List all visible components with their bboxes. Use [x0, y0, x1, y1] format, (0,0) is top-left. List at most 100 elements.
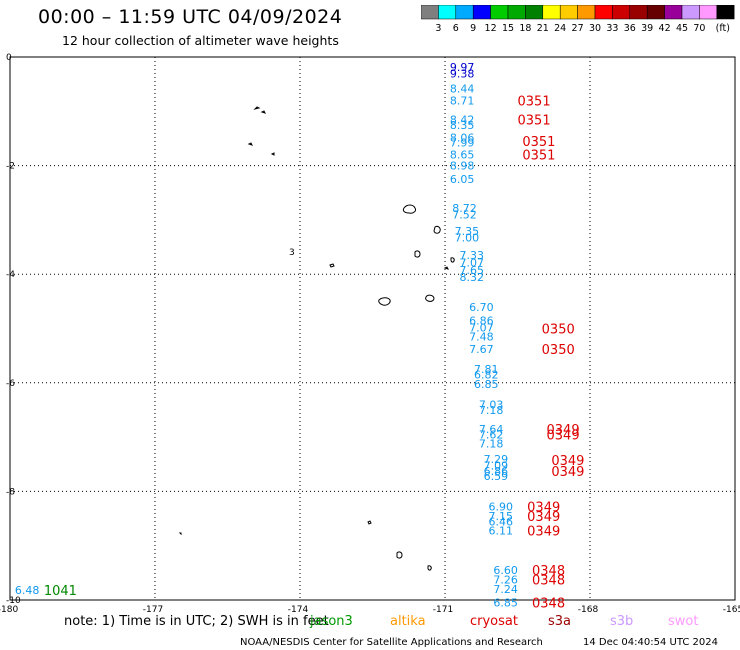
satellite-legend-s3b: s3b: [610, 614, 633, 629]
satellite-legend-cryosat: cryosat: [470, 614, 518, 629]
pass-time-label: 0348: [532, 564, 565, 579]
island-outline: [178, 532, 182, 536]
satellite-legend-jason3: jason3: [309, 614, 353, 629]
swh-value-label: 6.86: [484, 465, 509, 478]
x-tick-label: -174: [288, 605, 309, 615]
swh-value-label: 7.09: [484, 459, 509, 472]
pass-time-label: 0348: [532, 597, 565, 612]
pass-time-label: 0349: [551, 465, 584, 480]
satellite-legend-swot: swot: [668, 614, 698, 629]
swh-value-label: 7.64: [479, 423, 504, 436]
y-tick-label: -8: [6, 487, 15, 497]
pass-time-label: 1041: [44, 584, 77, 599]
swh-value-label: 7.81: [474, 363, 499, 376]
colorbar-label: 12: [485, 23, 497, 34]
y-tick-label: -4: [6, 270, 15, 280]
swh-value-label: 7.62: [479, 428, 504, 441]
swh-value-label: 6.05: [450, 173, 475, 186]
colorbar-label: 3: [435, 23, 441, 34]
colorbar-label: 21: [537, 23, 549, 34]
island-outline: [427, 565, 432, 571]
island-outline: [329, 263, 335, 268]
island-outline: [425, 294, 435, 302]
map-subtitle: 12 hour collection of altimeter wave hei…: [62, 33, 339, 48]
pass-time-label: 0349: [527, 501, 560, 516]
island-outline: [378, 297, 391, 306]
footer-credit: NOAA/NESDIS Center for Satellite Applica…: [240, 637, 543, 648]
colorbar-label: 33: [606, 23, 618, 34]
x-tick-label: -171: [433, 605, 453, 615]
swh-value-label: 6.70: [469, 301, 494, 314]
island-outline: [396, 551, 403, 559]
island-outline: [414, 250, 421, 258]
island-outline: [253, 106, 261, 110]
x-tick-label: -177: [143, 605, 163, 615]
swh-value-label: 7.18: [479, 438, 504, 451]
map-title: 00:00 – 11:59 UTC 04/09/2024: [38, 6, 343, 28]
swh-value-label: 7.18: [479, 404, 504, 417]
pass-time-label: 0351: [518, 94, 551, 109]
pass-time-label: 0351: [522, 149, 555, 164]
x-tick-label: -165: [723, 605, 740, 615]
swh-value-label: 6.85: [474, 378, 499, 391]
swh-value-label: 6.85: [493, 597, 518, 610]
swh-value-label: 8.44: [450, 82, 475, 95]
colorbar-label: 45: [676, 23, 688, 34]
colorbar-label: 27: [572, 23, 584, 34]
colorbar-label: 6: [453, 23, 459, 34]
swh-value-label: 7.65: [460, 264, 485, 277]
colorbar-label: 36: [624, 23, 636, 34]
swh-value-label: 6.48: [15, 584, 40, 597]
swh-value-label: 9.97: [450, 61, 475, 74]
island-outline: [433, 225, 441, 234]
swh-value-label: 6.60: [493, 564, 518, 577]
swh-value-label: 6.46: [489, 515, 514, 528]
island-outline: [367, 520, 372, 525]
y-tick-label: -10: [6, 596, 21, 606]
colorbar-swatch: [716, 5, 735, 20]
swh-value-label: 7.07: [460, 256, 485, 269]
wave-height-colorbar: 3 6 9 12 15 18 21 24 27 30 33 36 39 42 45 70 (ft): [421, 5, 735, 34]
island-outline: [247, 142, 253, 146]
swh-value-label: 7.35: [455, 225, 480, 238]
swh-value-label: 8.65: [450, 149, 475, 162]
island-outline: [450, 257, 455, 263]
y-tick-label: -6: [6, 379, 15, 389]
swh-value-label: 8.32: [460, 271, 485, 284]
swh-value-label: 6.86: [469, 314, 494, 327]
island-outline: [260, 110, 266, 114]
colorbar-unit: (ft): [716, 23, 730, 34]
satellite-legend-s3a: s3a: [548, 614, 571, 629]
pass-time-label: 0349: [551, 454, 584, 469]
colorbar-label: 15: [502, 23, 514, 34]
swh-value-label: 8.42: [450, 113, 475, 126]
swh-value-label: 8.06: [450, 131, 475, 144]
y-tick-label: -2: [6, 162, 15, 172]
swh-value-label: 7.33: [460, 249, 485, 262]
pass-time-label: 0351: [522, 135, 555, 150]
swh-value-label: 7.67: [469, 343, 494, 356]
x-tick-label: -168: [578, 605, 599, 615]
swh-value-label: 7.48: [469, 331, 494, 344]
footer-note: note: 1) Time is in UTC; 2) SWH is in fe…: [64, 614, 329, 629]
swh-value-label: 9.38: [450, 67, 475, 80]
pass-time-label: 0349: [547, 423, 580, 438]
swh-value-label: 6.11: [489, 524, 514, 537]
colorbar-label: 70: [693, 23, 705, 34]
swh-value-label: 7.07: [469, 321, 494, 334]
colorbar-label: 30: [589, 23, 601, 34]
island-outline: [443, 266, 449, 270]
pass-time-label: 0349: [527, 510, 560, 525]
swh-value-label: 6.59: [484, 470, 509, 483]
swh-value-label: 8.35: [450, 119, 475, 132]
colorbar-label: 24: [554, 23, 566, 34]
map-frame: [9, 56, 736, 601]
swh-value-label: 7.52: [452, 208, 477, 221]
y-tick-label: 0: [6, 53, 12, 63]
pass-time-label: 0349: [547, 428, 580, 443]
swh-value-label: 6.82: [474, 369, 499, 382]
swh-value-label: 8.72: [452, 202, 477, 215]
colorbar-label: 18: [519, 23, 531, 34]
swh-value-label: 8.71: [450, 94, 475, 107]
